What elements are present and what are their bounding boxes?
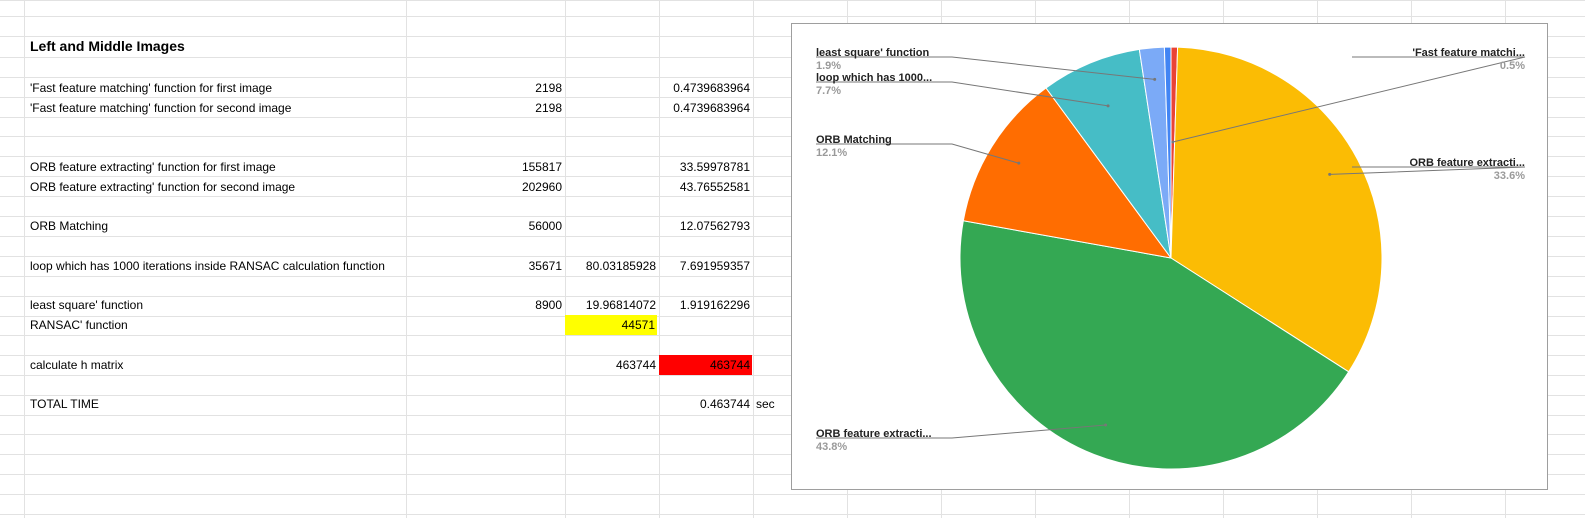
pie-slice-2[interactable]	[959, 220, 1350, 470]
slice-percent-5: 1.9%	[816, 60, 841, 72]
cell-d-least-square[interactable]: 1.919162296	[679, 298, 750, 312]
slice-label-3: ORB Matching	[816, 134, 892, 146]
cell-label-h-matrix[interactable]: calculate h matrix	[30, 358, 124, 372]
cell-label-ransac[interactable]: RANSAC' function	[30, 318, 128, 332]
cell-label-orb-first[interactable]: ORB feature extracting' function for fir…	[30, 160, 276, 174]
slice-label-1: ORB feature extracti...	[1409, 157, 1525, 169]
leader-dot-2	[1104, 423, 1108, 427]
leader-dot-3	[1017, 161, 1021, 165]
slice-percent-1: 33.6%	[1494, 170, 1525, 182]
cell-b-orb-matching[interactable]: 56000	[528, 219, 562, 233]
cell-c-h-matrix[interactable]: 463744	[615, 358, 656, 372]
cell-b-fast-first[interactable]: 2198	[535, 81, 562, 95]
cell-c-ransac-loop[interactable]: 80.03185928	[585, 259, 656, 273]
slice-label-0: 'Fast feature matchi...	[1412, 47, 1525, 59]
cell-d-total-time[interactable]: 0.463744	[699, 397, 750, 411]
cell-d-fast-first[interactable]: 0.4739683964	[673, 81, 750, 95]
cell-label-least-square[interactable]: least square' function	[30, 298, 144, 312]
cell-e-total-time[interactable]: sec	[756, 397, 775, 411]
leader-line-4	[816, 81, 1109, 107]
cell-d-h-matrix-value: 463744	[709, 358, 750, 372]
cell-b-fast-second[interactable]: 2198	[535, 101, 562, 115]
pie-slice-1[interactable]	[1170, 46, 1383, 373]
leader-dot-1	[1328, 172, 1332, 176]
cell-d-ransac-loop[interactable]: 7.691959357	[679, 259, 750, 273]
leader-dot-5	[1153, 77, 1157, 81]
pie-slice-6[interactable]	[1163, 46, 1172, 259]
cell-label-fast-first[interactable]: 'Fast feature matching' function for fir…	[30, 81, 273, 95]
leader-dot-4	[1106, 104, 1110, 108]
sheet-title: Left and Middle Images	[30, 38, 185, 54]
cell-label-orb-matching[interactable]: ORB Matching	[30, 219, 109, 233]
slice-percent-4: 7.7%	[816, 85, 841, 97]
cell-c-ransac-value: 44571	[621, 318, 655, 332]
leader-line-2	[816, 424, 1106, 439]
cell-b-least-square[interactable]: 8900	[535, 298, 562, 312]
leader-line-3	[816, 143, 1019, 164]
cell-c-least-square[interactable]: 19.96814072	[585, 298, 656, 312]
slice-label-5: least square' function	[816, 47, 930, 59]
pie-chart[interactable]: 'Fast feature matchi... 0.5% ORB feature e…	[791, 23, 1548, 490]
slice-percent-3: 12.1%	[816, 147, 847, 159]
leader-line-5	[816, 56, 1155, 80]
cell-d-orb-matching[interactable]: 12.07562793	[679, 219, 750, 233]
cell-label-ransac-loop[interactable]: loop which has 1000 iterations inside RA…	[30, 259, 385, 273]
cell-d-orb-first[interactable]: 33.59978781	[679, 160, 750, 174]
slice-label-2: ORB feature extracti...	[816, 428, 932, 440]
cell-d-fast-second[interactable]: 0.4739683964	[673, 101, 750, 115]
slice-percent-2: 43.8%	[816, 441, 847, 453]
slice-label-4: loop which has 1000...	[816, 72, 932, 84]
cell-label-total-time[interactable]: TOTAL TIME	[30, 397, 99, 411]
cell-b-ransac-loop[interactable]: 35671	[528, 259, 562, 273]
cell-d-h-matrix[interactable]: 463744	[659, 355, 752, 375]
leader-dot-0	[1171, 140, 1175, 144]
cell-label-orb-second[interactable]: ORB feature extracting' function for sec…	[30, 180, 296, 194]
cell-b-orb-first[interactable]: 155817	[521, 160, 562, 174]
cell-c-ransac[interactable]: 44571	[565, 315, 657, 335]
leader-line-1	[1329, 166, 1526, 175]
pie-chart-canvas: 'Fast feature matchi...0.5% ORB feature e…	[816, 46, 1526, 470]
leader-line-0	[1172, 56, 1526, 143]
cell-b-orb-second[interactable]: 202960	[521, 180, 562, 194]
cell-d-orb-second[interactable]: 43.76552581	[679, 180, 750, 194]
cell-label-fast-second[interactable]: 'Fast feature matching' function for sec…	[30, 101, 292, 115]
slice-percent-0: 0.5%	[1500, 60, 1525, 72]
